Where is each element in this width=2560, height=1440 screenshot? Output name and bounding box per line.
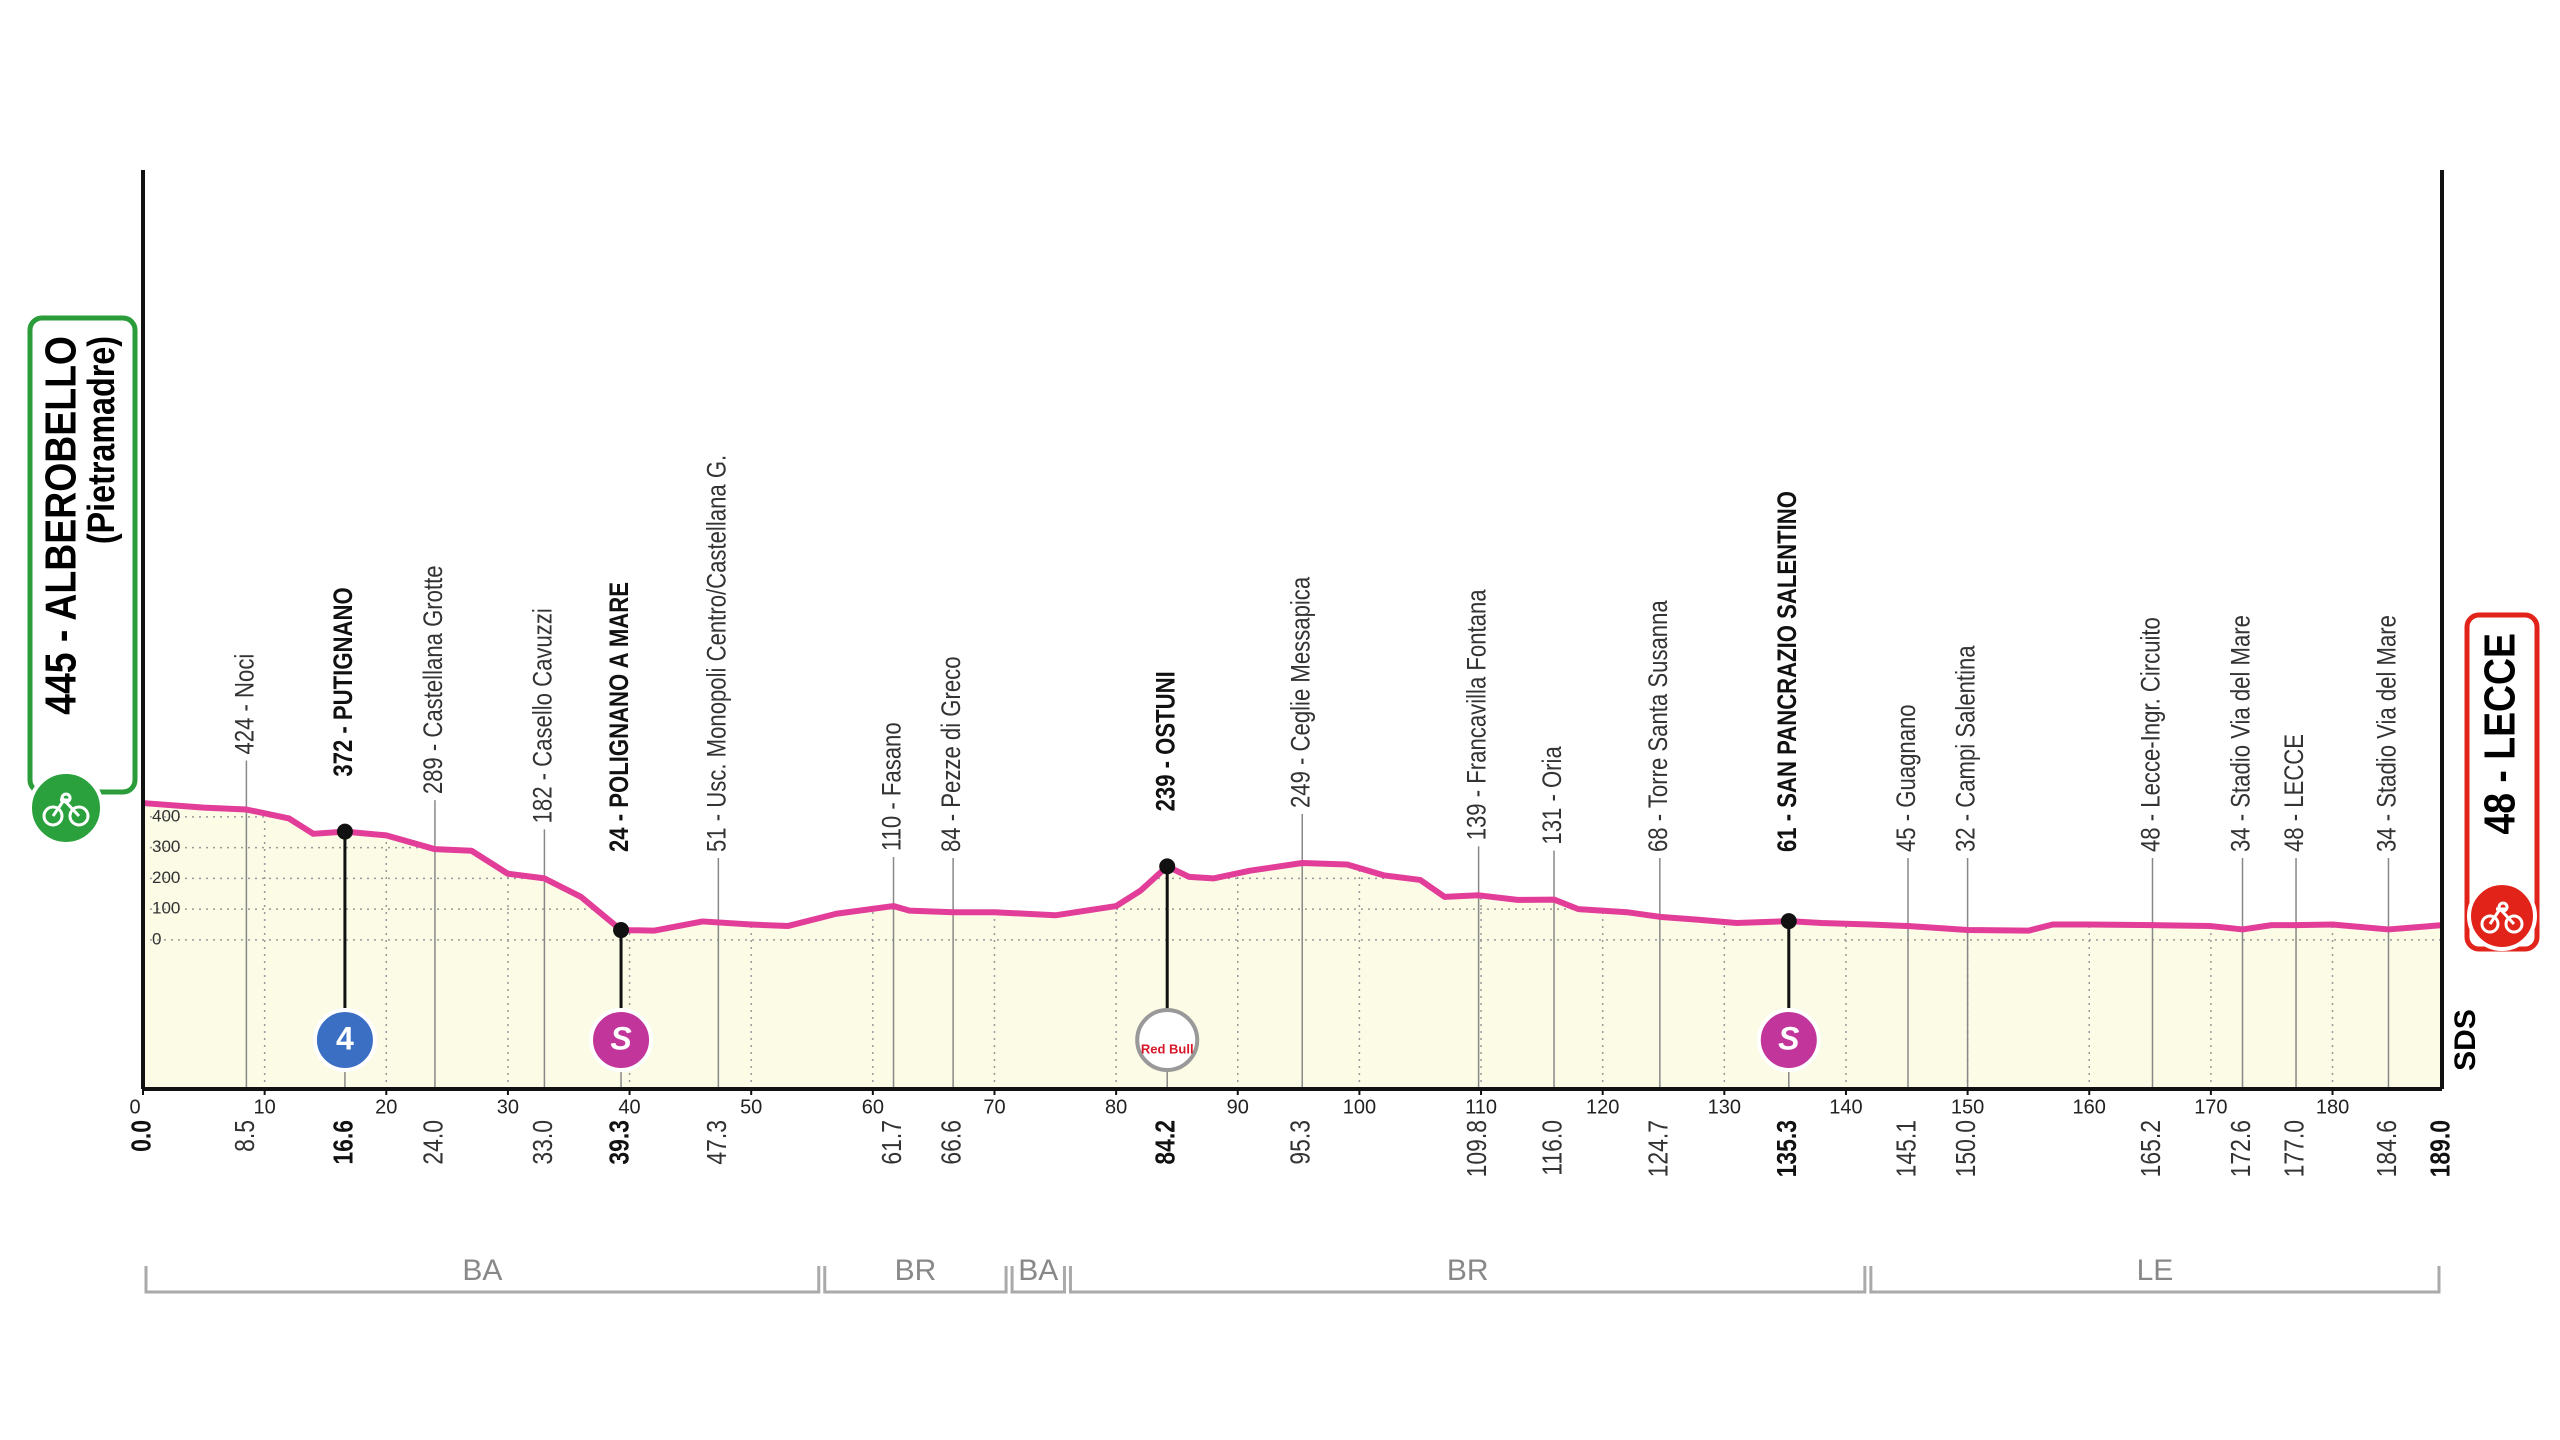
y-tick-label: 100 xyxy=(152,899,180,918)
waypoint-dot xyxy=(1780,913,1797,930)
km-label: 116.0 xyxy=(1537,1120,1568,1176)
sprint-icon-text: S xyxy=(1778,1020,1800,1056)
km-label: 109.8 xyxy=(1462,1120,1493,1177)
sprint-icon-text: S xyxy=(610,1020,632,1056)
waypoint-label: 68 - Torre Santa Susanna xyxy=(1644,600,1674,852)
y-tick-label: 300 xyxy=(152,837,180,856)
km-label: 124.7 xyxy=(1643,1120,1674,1177)
start-sublabel: (Pietramadre) xyxy=(81,336,123,544)
km-label: 177.0 xyxy=(2279,1120,2310,1177)
region-bracket xyxy=(823,1266,1008,1294)
profile-area xyxy=(143,803,2442,1089)
waypoint-label: 48 - Lecce-Ingr. Circuito xyxy=(2137,617,2167,852)
y-tick-label: 400 xyxy=(152,806,180,825)
region-bracket xyxy=(144,1266,821,1294)
y-tick-label: 200 xyxy=(152,868,180,887)
region-bracket xyxy=(1010,1266,1066,1294)
sprint-icon xyxy=(1756,1008,1821,1072)
km-label: 61.7 xyxy=(877,1120,908,1165)
start-label: 445 - ALBEROBELLO xyxy=(36,336,86,715)
region-label: BA xyxy=(462,1254,502,1287)
km-label: 145.1 xyxy=(1891,1120,1922,1177)
km-label: 39.3 xyxy=(604,1120,635,1165)
kom-icon-text: 4 xyxy=(336,1020,354,1056)
region-label: BA xyxy=(1018,1254,1058,1287)
km-label: 189.0 xyxy=(2425,1120,2456,1177)
waypoint-label: 239 - OSTUNI xyxy=(1151,671,1181,811)
waypoint-label: 372 - PUTIGNANO xyxy=(329,587,359,776)
region-bracket xyxy=(1869,1266,2441,1294)
km-label: 165.2 xyxy=(2136,1120,2167,1177)
km-label: 0.0 xyxy=(126,1120,157,1152)
km-label: 135.3 xyxy=(1772,1120,1803,1177)
waypoint-label: 249 - Ceglie Messapica xyxy=(1286,577,1316,808)
waypoint-dot xyxy=(613,922,630,939)
side-label: SDS xyxy=(2449,1009,2482,1071)
x-tick-label: 150 xyxy=(1951,1096,1984,1118)
waypoint-label: 45 - Guagnano xyxy=(1892,704,1922,852)
x-tick-label: 10 xyxy=(254,1096,276,1118)
x-tick-label: 80 xyxy=(1105,1096,1127,1118)
waypoint-label: 24 - POLIGNANO A MARE xyxy=(605,582,635,852)
start-icon xyxy=(28,770,104,846)
km-label: 33.0 xyxy=(528,1120,559,1165)
x-tick-label: 110 xyxy=(1465,1096,1497,1118)
y-tick-label: 0 xyxy=(152,929,161,948)
profile-line xyxy=(142,800,2443,934)
km-label: 150.0 xyxy=(1951,1120,1982,1177)
waypoint-label: 34 - Stadio Via del Mare xyxy=(2227,615,2257,852)
km-label: 47.3 xyxy=(702,1120,733,1165)
waypoint-label: 110 - Fasano xyxy=(878,722,908,851)
km-label: 24.0 xyxy=(418,1120,449,1165)
region-bracket xyxy=(1068,1266,1867,1294)
x-tick-label: 160 xyxy=(2073,1096,2106,1118)
waypoint-label: 84 - Pezze di Greco xyxy=(937,656,967,852)
waypoint-label: 48 - LECCE xyxy=(2280,734,2310,852)
region-label: BR xyxy=(895,1254,937,1287)
waypoint-label: 51 - Usc. Monopoli Centro/Castellana G. xyxy=(703,455,733,852)
x-tick-label: 50 xyxy=(740,1096,762,1118)
waypoint-label: 131 - Oria xyxy=(1538,746,1568,845)
waypoint-label: 34 - Stadio Via del Mare xyxy=(2373,615,2403,852)
km-label: 8.5 xyxy=(230,1120,261,1152)
km-label: 84.2 xyxy=(1151,1120,1182,1165)
x-tick-label: 40 xyxy=(618,1096,640,1118)
km-label: 95.3 xyxy=(1286,1120,1317,1165)
bonus-icon xyxy=(1135,1008,1200,1072)
sprint-icon xyxy=(589,1008,654,1072)
x-tick-label: 30 xyxy=(497,1096,519,1118)
x-tick-label: 60 xyxy=(862,1096,884,1118)
x-tick-label: 100 xyxy=(1343,1096,1376,1118)
bonus-icon-text: Red Bull xyxy=(1141,1041,1194,1056)
x-tick-label: 130 xyxy=(1708,1096,1741,1118)
waypoint-label: 289 - Castellana Grotte xyxy=(419,565,449,794)
kom-icon xyxy=(312,1008,377,1072)
waypoint-label: 61 - SAN PANCRAZIO SALENTINO xyxy=(1773,491,1803,852)
region-label: LE xyxy=(2137,1254,2174,1287)
km-label: 66.6 xyxy=(936,1120,967,1165)
waypoint-label: 139 - Francavilla Fontana xyxy=(1463,589,1493,840)
x-tick-label: 0 xyxy=(129,1096,140,1118)
waypoint-label: 182 - Casello Cavuzzi xyxy=(529,608,559,823)
x-tick-label: 20 xyxy=(375,1096,397,1118)
finish-icon xyxy=(2467,881,2537,951)
x-tick-label: 170 xyxy=(2194,1096,2227,1118)
x-tick-label: 120 xyxy=(1586,1096,1619,1118)
km-label: 16.6 xyxy=(328,1120,359,1165)
finish-label: 48 - LECCE xyxy=(2475,633,2525,835)
x-tick-label: 180 xyxy=(2316,1096,2349,1118)
waypoint-label: 32 - Campi Salentina xyxy=(1952,645,1982,852)
x-tick-label: 70 xyxy=(983,1096,1005,1118)
km-label: 184.6 xyxy=(2372,1120,2403,1177)
x-tick-label: 90 xyxy=(1227,1096,1249,1118)
region-label: BR xyxy=(1447,1254,1489,1287)
waypoint-label: 424 - Noci xyxy=(231,654,261,755)
waypoint-dot xyxy=(336,823,353,840)
waypoint-dot xyxy=(1159,858,1176,875)
km-label: 172.6 xyxy=(2226,1120,2257,1177)
x-tick-label: 140 xyxy=(1829,1096,1862,1118)
